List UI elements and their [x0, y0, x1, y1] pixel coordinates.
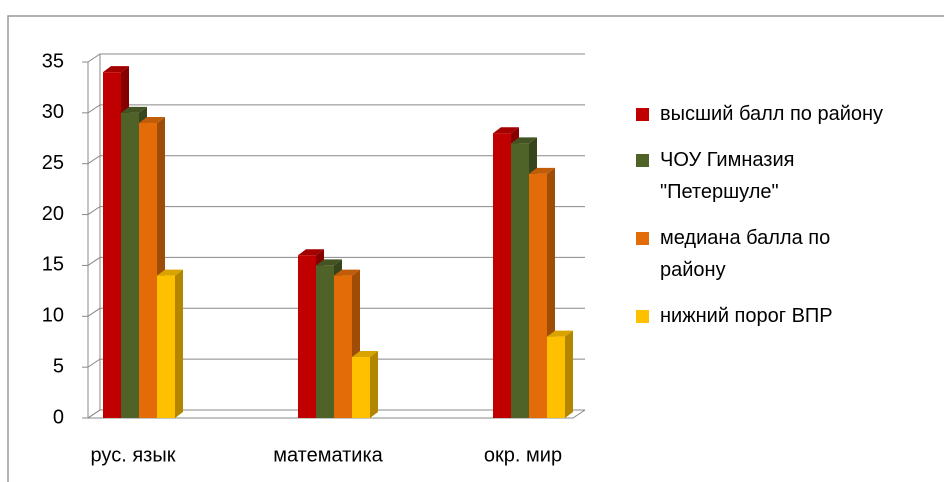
bar — [316, 265, 334, 418]
bar-top — [121, 106, 147, 113]
legend-swatch — [636, 108, 649, 121]
y-tick-label: 5 — [53, 355, 64, 377]
grid-line — [87, 307, 585, 317]
y-tick-label: 35 — [42, 50, 64, 72]
bar — [298, 255, 316, 418]
bar — [493, 133, 511, 418]
bar — [529, 173, 547, 418]
legend-item: высший балл по району — [636, 98, 898, 130]
legend-label: медиана балла по району — [660, 227, 831, 281]
bar-top — [139, 117, 165, 124]
bar — [511, 143, 529, 418]
x-tick-label: окр. мир — [484, 444, 562, 466]
x-tick-label: рус. язык — [91, 444, 176, 466]
bar — [547, 336, 565, 418]
bar-top — [316, 259, 342, 266]
legend-swatch — [636, 310, 649, 323]
bar-top — [352, 350, 378, 357]
floor — [88, 409, 586, 419]
legend-label: ЧОУ Гимназия "Петершуле" — [660, 149, 795, 203]
y-tick-label: 20 — [42, 203, 64, 225]
grid-line — [87, 409, 585, 419]
bar-side — [565, 330, 573, 418]
bar — [121, 112, 139, 418]
legend-label: высший балл по району — [660, 103, 884, 125]
bar — [334, 275, 352, 418]
legend-item: ЧОУ Гимназия "Петершуле" — [636, 144, 898, 208]
y-tick-label: 25 — [42, 152, 64, 174]
bar-top — [298, 249, 324, 256]
grid-line — [87, 256, 585, 266]
x-tick-label: математика — [273, 444, 383, 466]
frame-border — [7, 15, 944, 482]
bar — [352, 356, 370, 418]
bar-top — [103, 66, 129, 73]
bar-top — [529, 167, 555, 174]
bar-top — [334, 269, 360, 276]
bar-top — [547, 330, 573, 337]
bar-top — [157, 269, 183, 276]
grid-line — [87, 358, 585, 368]
grid-line — [87, 104, 585, 114]
legend: высший балл по району ЧОУ Гимназия "Петер… — [636, 98, 898, 346]
bar — [103, 72, 121, 419]
grid-line — [87, 53, 585, 63]
bar — [157, 275, 175, 418]
legend-label: нижний порог ВПР — [660, 305, 833, 327]
y-tick-label: 10 — [42, 305, 64, 327]
y-tick-label: 15 — [42, 254, 64, 276]
bar — [139, 123, 157, 419]
bar-top — [493, 127, 519, 134]
bar-side — [175, 269, 183, 418]
grid-line — [87, 155, 585, 165]
bar-side — [370, 350, 378, 418]
bar-top — [511, 137, 537, 144]
y-tick-label: 30 — [42, 101, 64, 123]
legend-swatch — [636, 154, 649, 167]
legend-item: медиана балла по району — [636, 222, 898, 286]
y-tick-label: 0 — [53, 406, 64, 428]
legend-item: нижний порог ВПР — [636, 300, 898, 332]
legend-swatch — [636, 232, 649, 245]
grid-line — [87, 206, 585, 215]
